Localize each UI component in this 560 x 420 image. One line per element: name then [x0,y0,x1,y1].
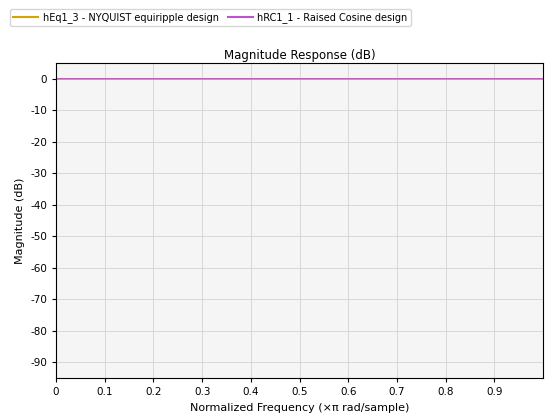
hRC1_1 - Raised Cosine design [404,76,411,81]
X-axis label: Normalized Frequency (×π rad/sample): Normalized Frequency (×π rad/sample) [190,403,409,412]
hRC1_1 - Raised Cosine design [199,76,206,81]
hRC1_1 - Raised Cosine design [53,76,59,81]
hEq1_3 - NYQUIST equiripple design [199,76,206,81]
hEq1_3 - NYQUIST equiripple design [540,76,547,81]
Y-axis label: Magnitude (dB): Magnitude (dB) [15,177,25,264]
hEq1_3 - NYQUIST equiripple design [251,76,258,81]
hEq1_3 - NYQUIST equiripple design [312,76,319,81]
hRC1_1 - Raised Cosine design [255,76,262,81]
hRC1_1 - Raised Cosine design [539,76,546,81]
hEq1_3 - NYQUIST equiripple design [53,76,59,81]
hRC1_1 - Raised Cosine design [312,76,319,81]
Legend: hEq1_3 - NYQUIST equiripple design, hRC1_1 - Raised Cosine design: hEq1_3 - NYQUIST equiripple design, hRC1… [11,9,410,26]
hEq1_3 - NYQUIST equiripple design [404,76,411,81]
hEq1_3 - NYQUIST equiripple design [469,76,475,81]
hEq1_3 - NYQUIST equiripple design [255,76,262,81]
hRC1_1 - Raised Cosine design [251,76,258,81]
hRC1_1 - Raised Cosine design [469,76,475,81]
Title: Magnitude Response (dB): Magnitude Response (dB) [224,49,375,62]
hRC1_1 - Raised Cosine design [515,76,522,81]
hEq1_3 - NYQUIST equiripple design [539,76,546,81]
hRC1_1 - Raised Cosine design [540,76,547,81]
hEq1_3 - NYQUIST equiripple design [523,76,530,81]
